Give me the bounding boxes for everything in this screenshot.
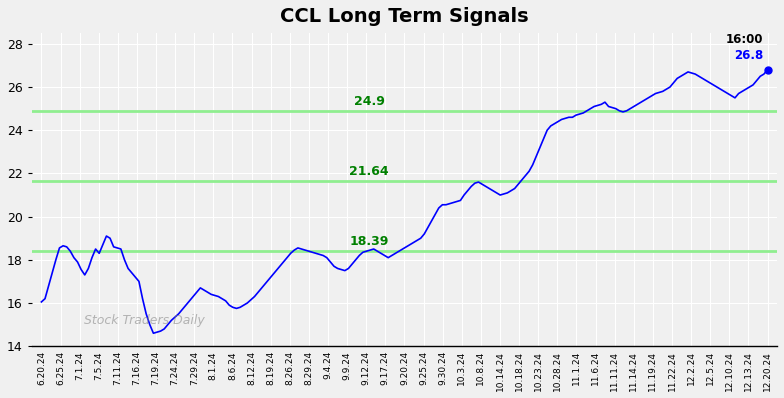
Text: 18.39: 18.39 xyxy=(350,235,389,248)
Text: 21.64: 21.64 xyxy=(350,165,389,178)
Text: 24.9: 24.9 xyxy=(354,95,385,107)
Text: 26.8: 26.8 xyxy=(735,49,764,62)
Text: Stock Traders Daily: Stock Traders Daily xyxy=(84,314,205,328)
Title: CCL Long Term Signals: CCL Long Term Signals xyxy=(280,7,528,26)
Text: 16:00: 16:00 xyxy=(726,33,764,46)
